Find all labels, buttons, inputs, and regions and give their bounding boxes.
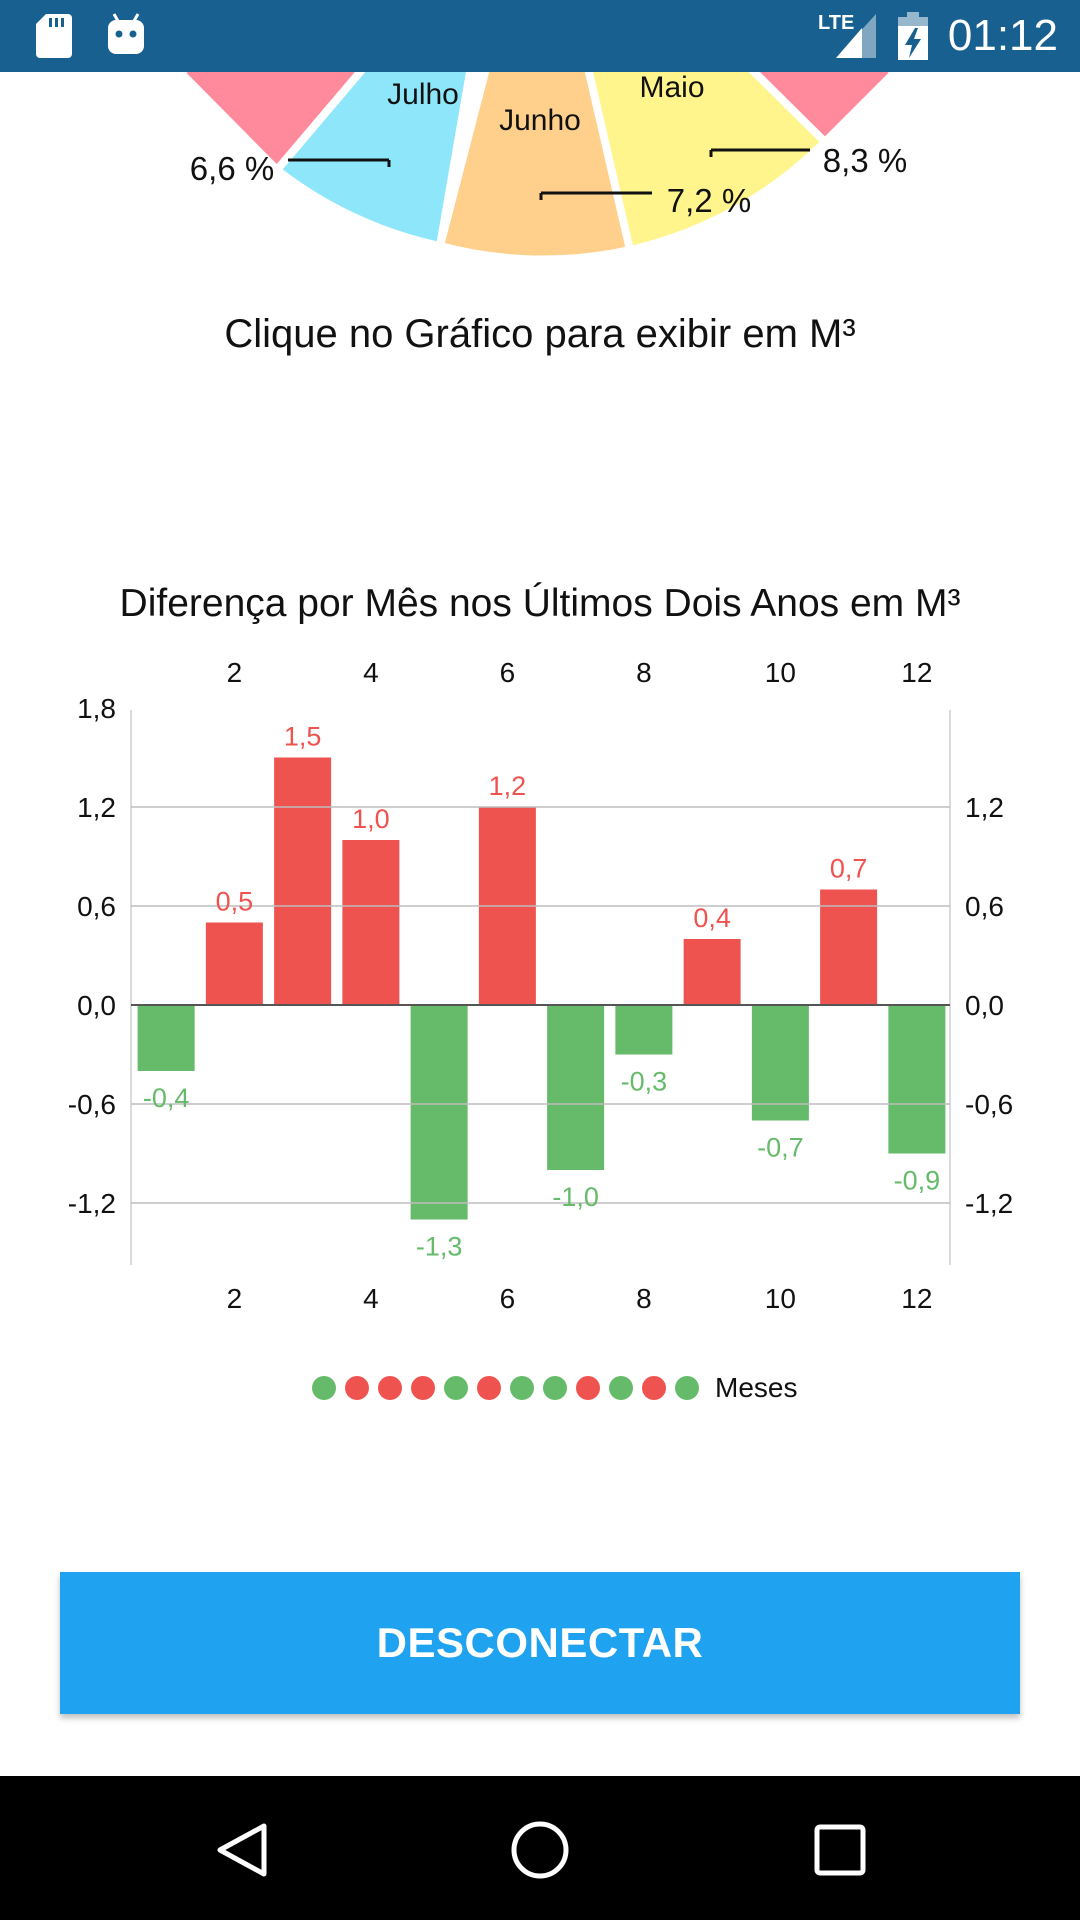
chart-title: Diferença por Mês nos Últimos Dois Anos … xyxy=(119,582,961,625)
legend-dot xyxy=(543,1376,567,1400)
x-tick-bottom: 10 xyxy=(765,1283,796,1314)
pie-percent-maio: 8,3 % xyxy=(823,142,907,179)
y-tick-left: 0,0 xyxy=(77,990,116,1021)
y-tick-left: 1,8 xyxy=(77,693,116,724)
x-tick-top: 2 xyxy=(227,657,243,688)
bar-value-label: -0,3 xyxy=(621,1067,668,1097)
disconnect-button[interactable]: DESCONECTAR xyxy=(60,1572,1020,1714)
y-tick-right: 1,2 xyxy=(965,792,1004,823)
legend-dot xyxy=(675,1376,699,1400)
legend-dot xyxy=(411,1376,435,1400)
y-tick-right: 0,6 xyxy=(965,891,1004,922)
x-tick-bottom: 12 xyxy=(901,1283,932,1314)
chart-grid xyxy=(130,710,951,1265)
recents-icon[interactable] xyxy=(814,1824,866,1876)
legend-dot xyxy=(642,1376,666,1400)
bar-value-label: -0,4 xyxy=(143,1083,190,1113)
pie-slices xyxy=(174,72,901,262)
legend-label: Meses xyxy=(715,1372,798,1403)
bar-month-10 xyxy=(751,1005,809,1121)
legend-dot xyxy=(378,1376,402,1400)
legend-dot xyxy=(444,1376,468,1400)
signal-icon xyxy=(836,14,876,58)
bar-month-12 xyxy=(888,1005,946,1154)
pie-slice-right xyxy=(748,72,901,148)
bar-value-label: 0,5 xyxy=(216,887,254,917)
chart-ticks: 1,8 1,2 0,6 0,0 -0,6 -1,2 1,2 0,6 0,0 -0,6 -1,2 2 2 4… xyxy=(68,657,1014,1314)
x-tick-top: 4 xyxy=(363,657,379,688)
legend-dot xyxy=(576,1376,600,1400)
y-tick-left: -0,6 xyxy=(68,1089,116,1120)
bar-value-label: 1,2 xyxy=(489,771,527,801)
y-tick-left: 1,2 xyxy=(77,792,116,823)
x-tick-top: 10 xyxy=(765,657,796,688)
bar-value-label: -0,9 xyxy=(894,1166,941,1196)
x-tick-bottom: 4 xyxy=(363,1283,379,1314)
bar-month-2 xyxy=(205,922,263,1005)
pie-caption: Clique no Gráfico para exibir em M³ xyxy=(224,312,856,356)
network-type-label: LTE xyxy=(818,12,855,34)
legend-dot xyxy=(477,1376,501,1400)
y-tick-left: 0,6 xyxy=(77,891,116,922)
home-icon[interactable] xyxy=(510,1820,570,1880)
pie-label-julho: Julho xyxy=(387,78,459,111)
pie-label-maio: Maio xyxy=(639,72,704,104)
bar-chart-svg[interactable]: -0,4 0,5 1,5 1,0 -1,3 1,2 -1,0 -0,3 0,4 -0,7 0,7 -0… xyxy=(0,570,1080,1350)
y-tick-right: -0,6 xyxy=(965,1089,1013,1120)
battery-charging-icon xyxy=(898,12,928,60)
legend-dot xyxy=(609,1376,633,1400)
pie-percent-junho: 7,2 % xyxy=(667,182,751,219)
pie-chart-svg[interactable]: Julho Junho Maio 6,6 % 7,2 % 8,3 % xyxy=(0,72,1080,262)
bar-month-3 xyxy=(274,757,332,1005)
sd-card-icon xyxy=(36,14,72,58)
back-icon[interactable] xyxy=(214,1822,270,1878)
y-tick-left: -1,2 xyxy=(68,1188,116,1219)
bar-value-label: -0,7 xyxy=(757,1133,804,1163)
legend-dot xyxy=(510,1376,534,1400)
x-tick-top: 12 xyxy=(901,657,932,688)
bar-value-label: 0,4 xyxy=(693,903,731,933)
status-bar: LTE 01:12 xyxy=(0,0,1080,72)
bar-month-4 xyxy=(342,840,400,1005)
bar-month-9 xyxy=(683,939,741,1005)
y-tick-right: -1,2 xyxy=(965,1188,1013,1219)
x-tick-top: 6 xyxy=(500,657,516,688)
chart-legend: Meses xyxy=(0,1368,1080,1408)
pie-label-junho: Junho xyxy=(499,104,581,137)
bar-value-label: -1,0 xyxy=(552,1182,599,1212)
x-tick-top: 8 xyxy=(636,657,652,688)
bar-month-5 xyxy=(410,1005,468,1220)
chart-bars xyxy=(137,757,946,1220)
pie-slice-left xyxy=(174,72,366,176)
y-tick-right: 0,0 xyxy=(965,990,1004,1021)
bar-value-label: -1,3 xyxy=(416,1232,463,1262)
bar-month-11 xyxy=(820,889,878,1005)
legend-dot xyxy=(345,1376,369,1400)
bar-month-8 xyxy=(615,1005,673,1055)
x-tick-bottom: 8 xyxy=(636,1283,652,1314)
pie-percent-julho: 6,6 % xyxy=(190,150,274,187)
x-tick-bottom: 6 xyxy=(500,1283,516,1314)
navigation-bar xyxy=(0,1776,1080,1920)
bar-value-label: 1,5 xyxy=(284,722,322,752)
x-tick-bottom: 2 xyxy=(227,1283,243,1314)
chart-value-labels: -0,4 0,5 1,5 1,0 -1,3 1,2 -1,0 -0,3 0,4 -0,7 0,7 -0… xyxy=(143,722,940,1262)
pie-chart[interactable]: Julho Junho Maio 6,6 % 7,2 % 8,3 % xyxy=(0,72,1080,262)
android-icon xyxy=(108,13,144,54)
bar-value-label: 1,0 xyxy=(352,804,390,834)
bar-chart[interactable]: Diferença por Mês nos Últimos Dois Anos … xyxy=(0,570,1080,1430)
bar-month-7 xyxy=(547,1005,605,1170)
bar-value-label: 0,7 xyxy=(830,854,868,884)
bar-month-1 xyxy=(137,1005,195,1071)
clock: 01:12 xyxy=(947,11,1058,60)
legend-dot xyxy=(312,1376,336,1400)
